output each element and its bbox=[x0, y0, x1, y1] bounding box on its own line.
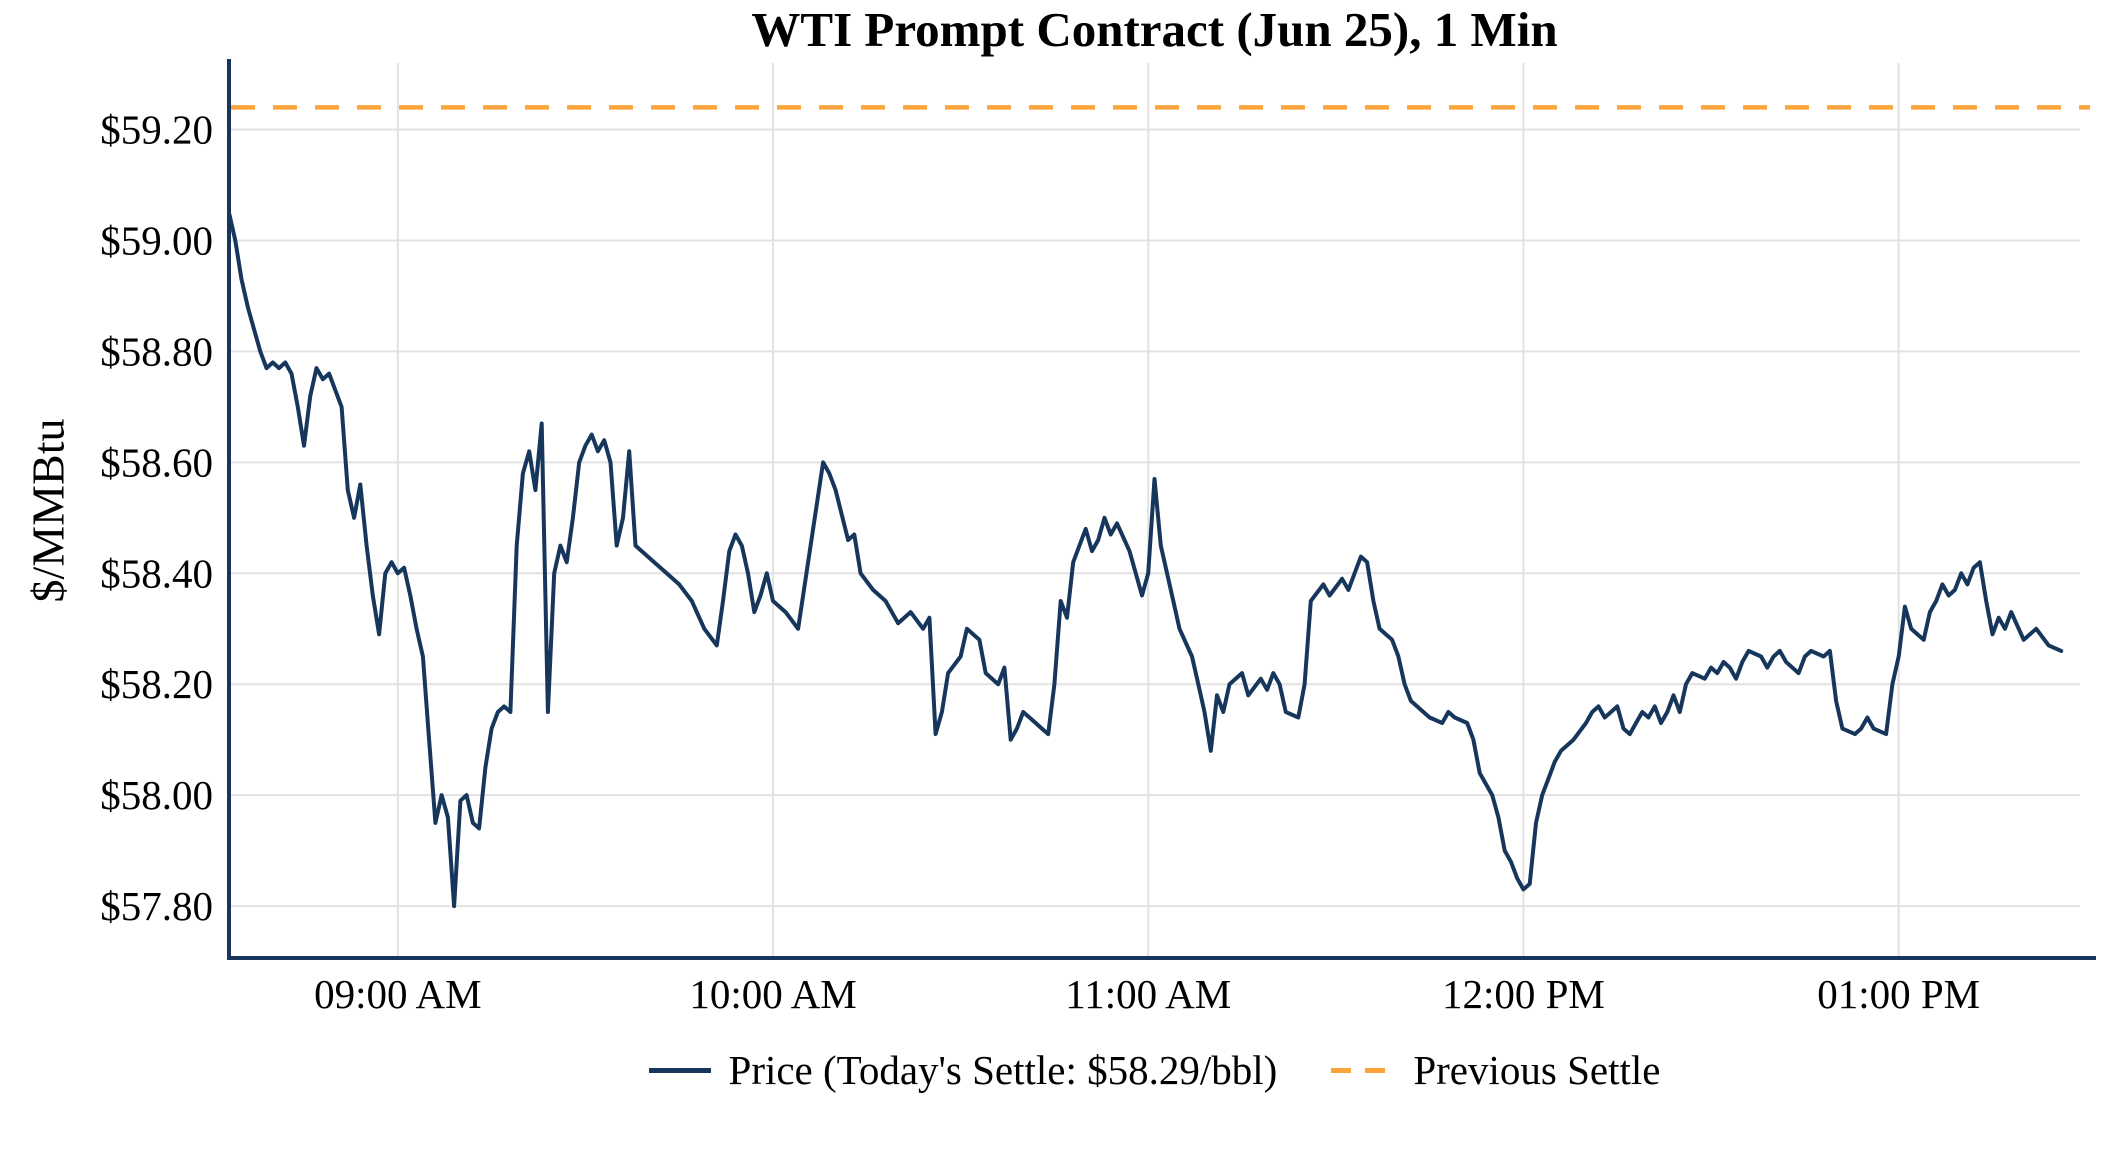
legend-item-previous-settle: Previous Settle bbox=[1331, 1046, 1660, 1094]
y-tick-label: $58.60 bbox=[100, 439, 213, 485]
legend-item-price: Price (Today's Settle: $58.29/bbl) bbox=[648, 1046, 1278, 1094]
x-tick-label: 01:00 PM bbox=[1817, 971, 1980, 1017]
y-tick-label: $59.20 bbox=[100, 107, 213, 153]
x-tick-label: 11:00 AM bbox=[1065, 971, 1231, 1017]
y-tick-label: $58.00 bbox=[100, 772, 213, 818]
y-tick-label: $57.80 bbox=[100, 883, 213, 929]
y-tick-label: $58.40 bbox=[100, 550, 213, 596]
chart-legend: Price (Today's Settle: $58.29/bbl) Previ… bbox=[229, 1046, 2080, 1094]
legend-price-label: Price (Today's Settle: $58.29/bbl) bbox=[728, 1047, 1278, 1093]
y-tick-label: $58.80 bbox=[100, 328, 213, 374]
y-tick-label: $58.20 bbox=[100, 661, 213, 707]
price-line-swatch bbox=[648, 1067, 711, 1073]
previous-settle-dash-swatch bbox=[1331, 1067, 1396, 1073]
x-tick-label: 10:00 AM bbox=[689, 971, 856, 1017]
chart-title: WTI Prompt Contract (Jun 25), 1 Min bbox=[751, 2, 1558, 57]
x-tick-label: 12:00 PM bbox=[1442, 971, 1605, 1017]
y-tick-label: $59.00 bbox=[100, 217, 213, 263]
price-line bbox=[227, 210, 2064, 909]
legend-previous-settle-label: Previous Settle bbox=[1413, 1047, 1661, 1093]
x-tick-label: 09:00 AM bbox=[314, 971, 481, 1017]
